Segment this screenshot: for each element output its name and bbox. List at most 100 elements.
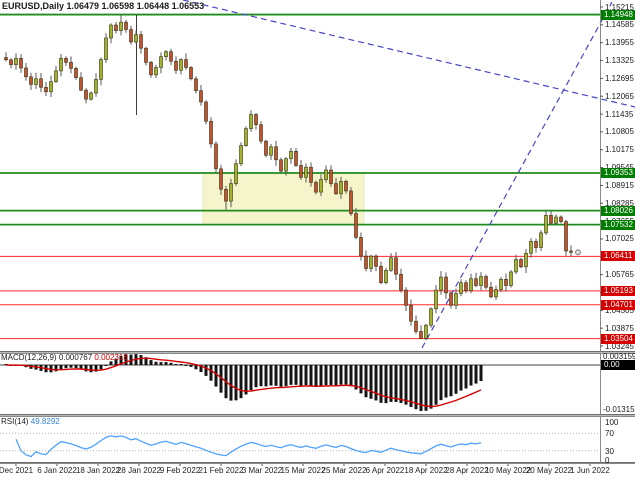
bear-candle — [169, 51, 173, 62]
macd-histogram-bar — [244, 365, 248, 395]
macd-histogram-bar — [154, 361, 158, 365]
macd-histogram-bar — [74, 365, 78, 369]
macd-histogram-bar — [144, 357, 148, 365]
macd-histogram-bar — [59, 365, 63, 370]
bear-candle — [414, 320, 418, 332]
bull-candle — [109, 24, 113, 39]
bull-candle — [134, 34, 138, 43]
macd-histogram-bar — [374, 365, 378, 401]
rsi-indicator-label: RSI(14) 49.8292 — [1, 417, 60, 426]
chart-title: EURUSD,Daily 1.06479 1.06598 1.06448 1.0… — [2, 1, 205, 11]
bear-candle — [484, 276, 488, 288]
macd-histogram-bar — [359, 365, 363, 394]
time-axis-separator — [0, 462, 635, 464]
macd-histogram-bar — [474, 365, 478, 384]
price-tick-label: 1.08285 — [605, 198, 634, 208]
bull-candle — [49, 81, 53, 93]
macd-histogram-bar — [84, 365, 88, 372]
bear-candle — [84, 89, 88, 100]
pane-separator-macd[interactable] — [0, 351, 635, 354]
macd-scale-max: 0.003159 — [603, 352, 635, 361]
macd-histogram-bar — [264, 365, 268, 387]
price-axis[interactable]: 1.15215 1.14585 1.13955 1.13325 1.12695 1.120… — [600, 0, 635, 465]
macd-histogram-bar — [279, 365, 283, 387]
macd-histogram-bar — [204, 365, 208, 376]
bear-candle — [519, 259, 523, 268]
bear-candle — [464, 282, 468, 291]
macd-histogram-bar — [149, 360, 153, 365]
bear-candle — [274, 146, 278, 161]
bull-candle — [249, 114, 253, 129]
bear-candle — [534, 241, 538, 248]
macd-histogram-bar — [289, 365, 293, 385]
bull-candle — [164, 51, 168, 58]
bull-candle — [339, 181, 343, 195]
macd-histogram-bar — [424, 365, 428, 411]
bear-candle — [569, 250, 573, 253]
bull-candle — [424, 324, 428, 339]
bull-candle — [439, 276, 443, 291]
macd-histogram-bar — [104, 365, 108, 366]
bear-candle — [474, 278, 478, 286]
bear-candle — [219, 168, 223, 190]
bear-candle — [364, 255, 368, 269]
bear-candle — [129, 29, 133, 43]
bull-candle — [89, 92, 93, 100]
bull-candle — [54, 70, 58, 82]
time-axis-label: 25 Mar 2022 — [321, 466, 367, 475]
bull-candle — [99, 59, 103, 80]
price-tick-label: 1.11435 — [605, 109, 634, 119]
bear-candle — [114, 24, 118, 31]
bull-candle — [154, 67, 158, 76]
bear-candle — [184, 59, 188, 68]
ascending-trendline[interactable] — [421, 1, 613, 349]
macd-indicator-label: MACD(12,26,9) 0.000767 0.002318 — [1, 353, 128, 362]
macd-histogram-bar — [404, 365, 408, 405]
bear-candle — [259, 124, 263, 142]
time-axis-label: 6 Jan 2022 — [37, 466, 77, 475]
macd-histogram-bar — [199, 365, 203, 373]
bull-candle — [524, 252, 528, 268]
macd-histogram-bar — [304, 365, 308, 386]
bull-candle — [434, 289, 438, 310]
rsi-scale-label: 30 — [605, 446, 614, 456]
macd-histogram-bar — [329, 365, 333, 385]
macd-histogram-bar — [444, 365, 448, 398]
pane-separator-rsi[interactable] — [0, 414, 635, 417]
descending-trendline[interactable] — [182, 0, 635, 108]
macd-histogram-bar — [69, 365, 73, 368]
price-tick-label: 1.05765 — [605, 270, 634, 280]
bull-candle — [234, 163, 238, 184]
bear-candle — [299, 165, 303, 178]
macd-histogram-bar — [179, 364, 183, 365]
bull-candle — [389, 257, 393, 271]
bull-candle — [179, 59, 183, 71]
time-axis-label: 28 Apr 2022 — [445, 466, 489, 475]
bull-candle — [59, 58, 63, 72]
bull-candle — [304, 166, 308, 178]
time-axis-label: 15 Mar 2022 — [280, 466, 326, 475]
bull-candle — [94, 79, 98, 94]
macd-histogram-bar — [409, 365, 413, 407]
time-axis-label: 10 May 2022 — [484, 466, 532, 475]
price-tick-label: 1.13955 — [605, 38, 634, 48]
bear-candle — [209, 120, 213, 145]
price-tick-label: 1.14585 — [605, 20, 634, 30]
bear-candle — [404, 289, 408, 306]
bull-candle — [514, 259, 518, 273]
time-axis[interactable]: Dec 2021 6 Jan 2022 18 Jan 2022 28 Jan 2022… — [0, 463, 635, 479]
macd-histogram-bar — [114, 358, 118, 365]
macd-histogram-bar — [99, 365, 103, 370]
bear-candle — [214, 143, 218, 170]
bear-candle — [374, 255, 378, 267]
price-tick-label: 1.04505 — [605, 305, 634, 315]
macd-histogram-bar — [184, 365, 188, 366]
macd-histogram-bar — [269, 365, 273, 386]
rsi-value: 49.8292 — [30, 417, 60, 426]
price-level-badge-red: 1.04701 — [601, 299, 635, 310]
bull-candle — [539, 232, 543, 248]
price-tick-label: 1.10175 — [605, 145, 634, 155]
